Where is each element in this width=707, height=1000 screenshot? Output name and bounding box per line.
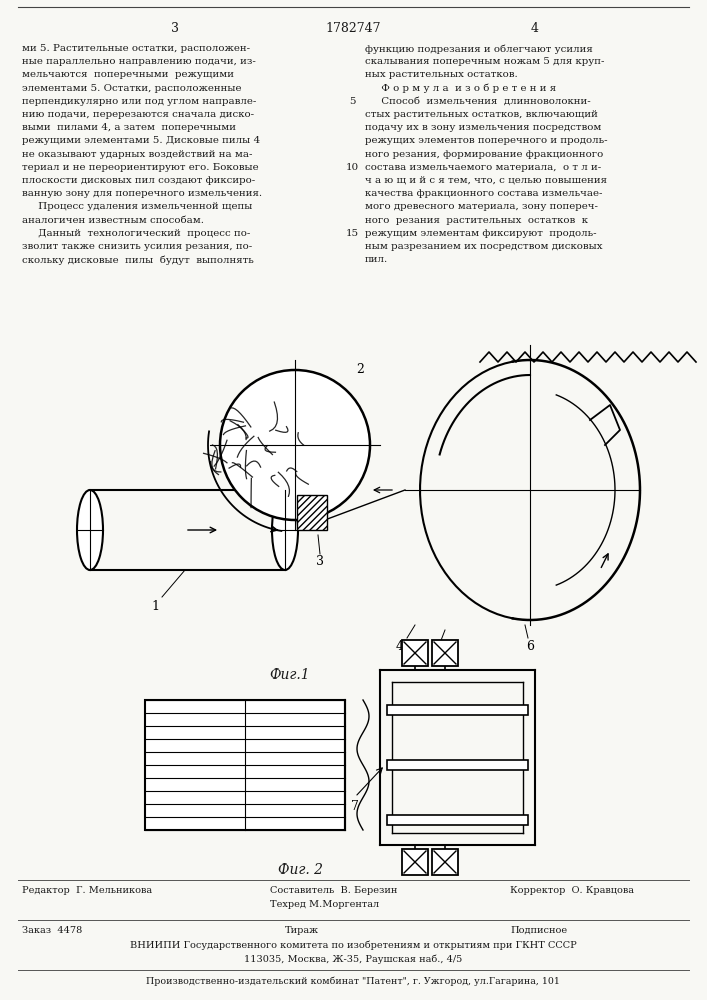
Text: мельчаются  поперечными  режущими: мельчаются поперечными режущими [22, 70, 234, 79]
Bar [402, 849, 428, 875]
Text: плоскости дисковых пил создают фиксиро-: плоскости дисковых пил создают фиксиро- [22, 176, 255, 185]
Text: Корректор  О. Кравцова: Корректор О. Кравцова [510, 886, 634, 895]
Circle shape [220, 370, 370, 520]
Text: 3: 3 [171, 22, 179, 35]
Bar [387, 705, 528, 715]
Text: 1: 1 [151, 600, 159, 613]
Text: 5: 5 [431, 645, 439, 658]
Text: скалывания поперечным ножам 5 для круп-: скалывания поперечным ножам 5 для круп- [365, 57, 604, 66]
Bar [432, 849, 458, 875]
Text: пил.: пил. [365, 255, 388, 264]
Text: ным разрезанием их посредством дисковых: ным разрезанием их посредством дисковых [365, 242, 602, 251]
Text: Редактор  Г. Мельникова: Редактор Г. Мельникова [22, 886, 152, 895]
Text: Данный  технологический  процесс по-: Данный технологический процесс по- [22, 229, 250, 238]
Text: ванную зону для поперечного измельчения.: ванную зону для поперечного измельчения. [22, 189, 262, 198]
Ellipse shape [272, 490, 298, 570]
Text: Подписное: Подписное [510, 926, 567, 935]
Text: Процесс удаления измельченной щепы: Процесс удаления измельченной щепы [22, 202, 252, 211]
Bar [432, 640, 458, 666]
Text: зволит также снизить усилия резания, по-: зволит также снизить усилия резания, по- [22, 242, 252, 251]
Text: Фиг.1: Фиг.1 [269, 668, 310, 682]
Text: 10: 10 [346, 163, 358, 172]
Text: скольку дисковые  пилы  будут  выполнять: скольку дисковые пилы будут выполнять [22, 255, 254, 265]
Text: не оказывают ударных воздействий на ма-: не оказывают ударных воздействий на ма- [22, 150, 252, 159]
Text: ми 5. Растительные остатки, расположен-: ми 5. Растительные остатки, расположен- [22, 44, 250, 53]
Text: Ф о р м у л а  и з о б р е т е н и я: Ф о р м у л а и з о б р е т е н и я [365, 84, 556, 93]
Text: режущих элементов поперечного и продоль-: режущих элементов поперечного и продоль- [365, 136, 607, 145]
Text: 1782747: 1782747 [325, 22, 381, 35]
Bar [402, 640, 428, 666]
Text: 15: 15 [346, 229, 358, 238]
Text: перпендикулярно или под углом направле-: перпендикулярно или под углом направле- [22, 97, 257, 106]
Text: Фиг. 2: Фиг. 2 [278, 863, 322, 877]
Text: мого древесного материала, зону попереч-: мого древесного материала, зону попереч- [365, 202, 598, 211]
Text: ные параллельно направлению подачи, из-: ные параллельно направлению подачи, из- [22, 57, 256, 66]
Text: аналогичен известным способам.: аналогичен известным способам. [22, 216, 204, 225]
Text: функцию подрезания и облегчают усилия: функцию подрезания и облегчают усилия [365, 44, 592, 53]
Text: качества фракционного состава измельчае-: качества фракционного состава измельчае- [365, 189, 602, 198]
Text: 6: 6 [526, 640, 534, 653]
Text: выми  пилами 4, а затем  поперечными: выми пилами 4, а затем поперечными [22, 123, 236, 132]
Text: Тираж: Тираж [285, 926, 319, 935]
Ellipse shape [77, 490, 103, 570]
Text: 2: 2 [356, 363, 364, 376]
Text: ного резания, формирование фракционного: ного резания, формирование фракционного [365, 150, 603, 159]
Bar [387, 760, 528, 770]
Text: 3: 3 [316, 555, 324, 568]
Text: 5: 5 [349, 97, 355, 106]
Text: 113035, Москва, Ж-35, Раушская наб., 4/5: 113035, Москва, Ж-35, Раушская наб., 4/5 [244, 954, 462, 964]
Text: ных растительных остатков.: ных растительных остатков. [365, 70, 518, 79]
Bar [145, 700, 345, 830]
Text: подачу их в зону измельчения посредством: подачу их в зону измельчения посредством [365, 123, 602, 132]
Text: ного  резания  растительных  остатков  к: ного резания растительных остатков к [365, 216, 588, 225]
Text: териал и не переориентируют его. Боковые: териал и не переориентируют его. Боковые [22, 163, 259, 172]
Text: 4: 4 [396, 640, 404, 653]
Text: стых растительных остатков, включающий: стых растительных остатков, включающий [365, 110, 598, 119]
Text: ВНИИПИ Государственного комитета по изобретениям и открытиям при ГКНТ СССР: ВНИИПИ Государственного комитета по изоб… [129, 940, 576, 950]
Text: Заказ  4478: Заказ 4478 [22, 926, 82, 935]
Text: 4: 4 [531, 22, 539, 35]
Bar [387, 815, 528, 825]
Text: состава измельчаемого материала,  о т л и-: состава измельчаемого материала, о т л и… [365, 163, 601, 172]
Text: Техред М.Моргентал: Техред М.Моргентал [270, 900, 379, 909]
Text: режущими элементами 5. Дисковые пилы 4: режущими элементами 5. Дисковые пилы 4 [22, 136, 260, 145]
Text: нию подачи, перерезаются сначала диско-: нию подачи, перерезаются сначала диско- [22, 110, 254, 119]
Text: 7: 7 [351, 800, 359, 813]
Text: Способ  измельчения  длинноволокни-: Способ измельчения длинноволокни- [365, 97, 591, 106]
Text: ч а ю щ и й с я тем, что, с целью повышения: ч а ю щ и й с я тем, что, с целью повыше… [365, 176, 607, 185]
Text: режущим элементам фиксируют  продоль-: режущим элементам фиксируют продоль- [365, 229, 597, 238]
Text: Составитель  В. Березин: Составитель В. Березин [270, 886, 397, 895]
Text: элементами 5. Остатки, расположенные: элементами 5. Остатки, расположенные [22, 84, 242, 93]
Bar [297, 495, 327, 530]
Text: Производственно-издательский комбинат "Патент", г. Ужгород, ул.Гагарина, 101: Производственно-издательский комбинат "П… [146, 976, 560, 986]
